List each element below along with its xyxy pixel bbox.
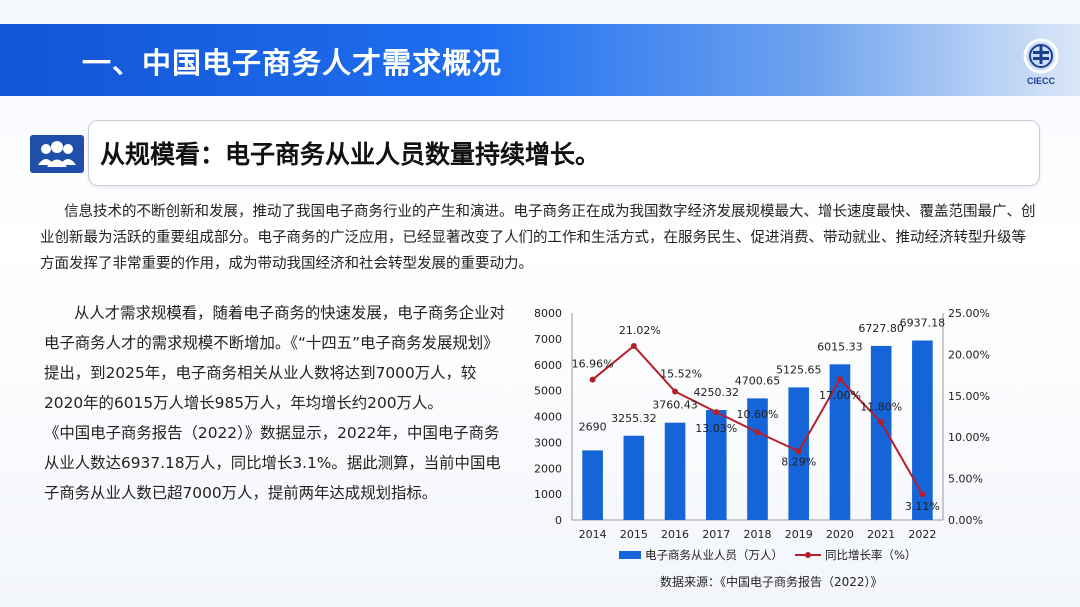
page-title: 一、中国电子商务人才需求概况 xyxy=(82,46,503,80)
bar-value-label: 6727.80 xyxy=(858,322,904,335)
bar-value-label: 4250.32 xyxy=(694,386,740,399)
legend-bar-swatch xyxy=(619,551,641,559)
y-right-tick-label: 10.00% xyxy=(948,431,990,444)
bar-value-label: 3760.43 xyxy=(652,399,698,412)
growth-point-2017 xyxy=(713,409,720,416)
y-left-tick-label: 4000 xyxy=(534,411,562,424)
subheading-title: 从规模看：电子商务从业人员数量持续增长。 xyxy=(100,140,601,169)
y-right-tick-label: 5.00% xyxy=(948,473,983,486)
y-right-tick-label: 20.00% xyxy=(948,348,990,361)
bar-value-label: 5125.65 xyxy=(776,363,822,376)
x-tick-label: 2015 xyxy=(620,528,648,541)
x-tick-label: 2018 xyxy=(744,528,772,541)
people-group-icon xyxy=(30,135,84,173)
y-right-tick-label: 25.00% xyxy=(948,307,990,320)
x-tick-label: 2016 xyxy=(661,528,689,541)
demand-paragraph: 从人才需求规模看，随着电子商务的快速发展，电子商务企业对电子商务人才的需求规模不… xyxy=(44,304,505,412)
growth-value-label: 3.11% xyxy=(905,500,940,513)
bar-2014 xyxy=(582,450,603,520)
header-bar xyxy=(0,24,1080,96)
source-note: 数据来源：《中国电子商务报告（2022）》 xyxy=(660,575,883,589)
legend-bar-label: 电子商务从业人员（万人） xyxy=(645,548,783,562)
employment-chart: 0 1000 2000 3000 4000 5000 6000 7000 8000 0.00% 5.… xyxy=(534,307,990,562)
y-left-tick-label: 8000 xyxy=(534,307,562,320)
bar-value-label: 6015.33 xyxy=(817,340,863,353)
growth-point-2019 xyxy=(795,448,802,455)
growth-value-label: 17.00% xyxy=(819,389,861,402)
bar-2021 xyxy=(870,345,892,520)
bar-2015 xyxy=(623,435,645,520)
bar-value-label: 2690 xyxy=(579,420,607,433)
x-tick-label: 2022 xyxy=(908,528,936,541)
y-left-tick-label: 2000 xyxy=(534,462,562,475)
growth-point-2016 xyxy=(672,388,679,395)
ciecc-logo-icon xyxy=(1023,38,1059,74)
x-tick-label: 2019 xyxy=(785,528,813,541)
bar-value-label: 4700.65 xyxy=(735,374,781,387)
y-left-tick-label: 7000 xyxy=(534,333,562,346)
y-left-tick-label: 0 xyxy=(555,514,562,527)
x-tick-label: 2020 xyxy=(826,528,854,541)
bar-2016 xyxy=(664,422,686,520)
growth-point-2018 xyxy=(754,429,761,436)
y-left-tick-label: 3000 xyxy=(534,436,562,449)
bar-2017 xyxy=(705,410,727,520)
growth-point-2015 xyxy=(630,342,637,349)
legend-line-marker xyxy=(805,552,811,558)
bar-2020 xyxy=(829,364,851,520)
growth-point-2014 xyxy=(589,376,596,383)
bar-value-label: 3255.32 xyxy=(611,412,657,425)
growth-point-2020 xyxy=(836,376,843,383)
bar-2022 xyxy=(912,340,933,520)
y-right-tick-label: 0.00% xyxy=(948,514,983,527)
subheading-box xyxy=(88,120,1040,186)
y-left-tick-label: 5000 xyxy=(534,385,562,398)
x-tick-label: 2017 xyxy=(702,528,730,541)
intro-paragraph: 信息技术的不断创新和发展，推动了我国电子商务行业的产生和演进。电子商务正在成为我… xyxy=(40,204,1036,272)
legend-line-label: 同比增长率（%） xyxy=(825,548,916,562)
growth-value-label: 21.02% xyxy=(619,324,661,337)
growth-value-label: 11.80% xyxy=(860,400,902,413)
growth-point-2022 xyxy=(919,491,926,498)
growth-value-label: 10.60% xyxy=(737,408,779,421)
growth-value-label: 16.96% xyxy=(572,358,614,371)
growth-value-label: 15.52% xyxy=(660,367,702,380)
left-text-block: 从人才需求规模看，随着电子商务的快速发展，电子商务企业对电子商务人才的需求规模不… xyxy=(44,298,510,508)
y-left-tick-label: 1000 xyxy=(534,488,562,501)
logo-text: CIECC xyxy=(1026,76,1055,86)
y-right-tick-label: 15.00% xyxy=(948,390,990,403)
growth-value-label: 8.29% xyxy=(781,455,816,468)
x-tick-label: 2014 xyxy=(579,528,607,541)
x-tick-label: 2021 xyxy=(867,528,895,541)
growth-value-label: 13.03% xyxy=(695,422,737,435)
y-left-tick-label: 6000 xyxy=(534,359,562,372)
report-paragraph: 《中国电子商务报告（2022）》数据显示，2022年，中国电子商务从业人数达69… xyxy=(44,424,501,502)
bar-value-label: 6937.18 xyxy=(900,317,946,330)
growth-point-2021 xyxy=(878,419,885,426)
